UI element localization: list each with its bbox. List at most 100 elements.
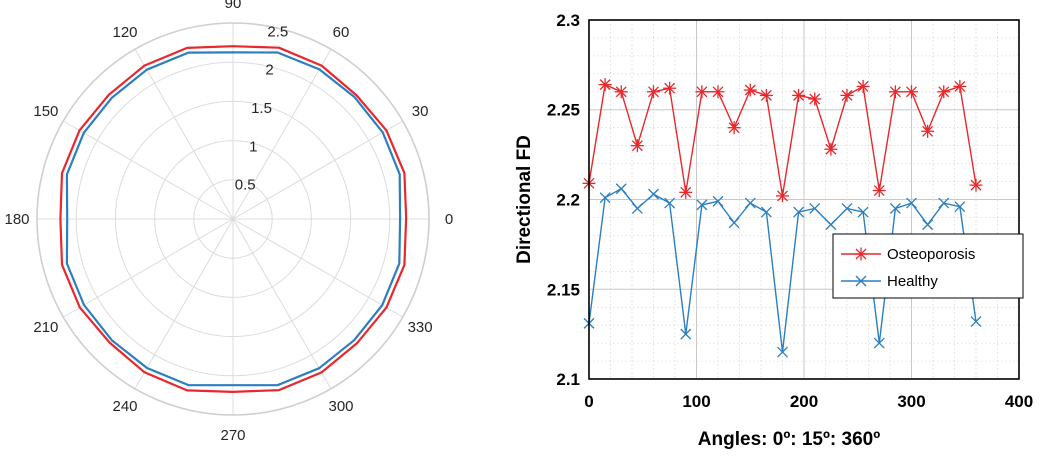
- data-point-osteoporosis: [743, 83, 757, 97]
- data-point-osteoporosis: [663, 81, 677, 95]
- data-point-healthy: [712, 195, 724, 207]
- data-point-osteoporosis: [614, 85, 628, 99]
- polar-angle-tick: 90: [225, 0, 242, 12]
- polar-spoke: [232, 49, 332, 220]
- polar-series-line-1: [59, 45, 408, 393]
- polar-ring: [193, 179, 273, 259]
- polar-spoke: [63, 120, 234, 220]
- data-point-osteoporosis: [921, 124, 935, 138]
- legend-marker: [855, 275, 867, 287]
- polar-angle-tick: 180: [4, 211, 29, 228]
- data-point-healthy: [954, 201, 966, 213]
- polar-spoke: [232, 218, 403, 318]
- cartesian-tick-labels: 0 100 200 300 400 2.1 2.15 2.2 2.25 2.3: [547, 11, 1033, 411]
- data-point-osteoporosis: [792, 88, 806, 102]
- x-tick-label: 0: [584, 392, 593, 411]
- legend-box: [832, 233, 1024, 299]
- data-point-healthy: [664, 197, 676, 209]
- data-point-osteoporosis: [856, 79, 870, 93]
- data-point-osteoporosis: [695, 85, 709, 99]
- data-point-healthy: [938, 197, 950, 209]
- polar-angle-tick: 60: [333, 24, 350, 41]
- polar-tick-labels: 0 30 60 90 120 150 180 210 240 270 300 330 0.5 1 1.5 2 2…: [4, 0, 453, 444]
- data-point-healthy: [906, 197, 917, 209]
- data-point-healthy: [599, 192, 611, 204]
- x-axis-label: Angles: 0º: 15º: 360º: [698, 429, 880, 450]
- polar-angle-tick: 0: [445, 211, 453, 228]
- data-point-healthy: [777, 346, 788, 358]
- polar-spoke: [232, 218, 332, 389]
- plot-frame: [588, 19, 1020, 380]
- legend-marker: [854, 247, 868, 261]
- line-chart: 0 100 200 300 400 2.1 2.15 2.2 2.25 2.3 Angles: 0…: [514, 11, 1033, 450]
- polar-chart: 0 30 60 90 120 150 180 210 240 270 300 330 0.5 1 1.5 2 2…: [4, 0, 453, 444]
- polar-grid: [36, 22, 430, 416]
- data-point-healthy: [615, 183, 627, 195]
- polar-radius-tick: 2: [265, 62, 273, 79]
- polar-ring: [154, 140, 312, 298]
- data-point-osteoporosis: [937, 85, 951, 99]
- polar-radius-tick: 1: [249, 138, 257, 155]
- polar-radius-tick: 1.5: [251, 100, 272, 117]
- legend: Osteoporosis Healthy: [832, 233, 1024, 299]
- data-point-healthy: [970, 316, 982, 328]
- legend-label: Osteoporosis: [887, 246, 975, 263]
- x-tick-label: 200: [790, 392, 818, 411]
- polar-radius-tick: 0.5: [235, 177, 256, 194]
- cartesian-series-markers: [582, 78, 983, 358]
- polar-angle-tick: 240: [112, 398, 137, 415]
- polar-series-lines: [59, 45, 408, 393]
- x-tick-label: 100: [682, 392, 710, 411]
- data-point-osteoporosis: [759, 88, 773, 102]
- polar-series-line-2: [65, 51, 402, 387]
- data-point-healthy: [648, 188, 659, 200]
- data-point-osteoporosis: [905, 85, 918, 99]
- data-point-healthy: [922, 219, 934, 231]
- polar-ring: [114, 100, 352, 338]
- polar-spoke: [63, 218, 234, 318]
- polar-radius-tick: 2.5: [267, 23, 288, 40]
- data-point-healthy: [841, 203, 853, 214]
- data-point-healthy: [696, 199, 708, 211]
- data-point-osteoporosis: [888, 85, 902, 99]
- data-point-osteoporosis: [840, 88, 854, 102]
- x-tick-label: 400: [1005, 392, 1033, 411]
- y-tick-label: 2.1: [556, 370, 580, 389]
- data-point-osteoporosis: [969, 178, 983, 192]
- x-tick-label: 300: [897, 392, 925, 411]
- data-point-healthy: [873, 337, 885, 349]
- data-point-osteoporosis: [679, 185, 693, 199]
- data-point-osteoporosis: [630, 139, 644, 153]
- polar-angle-tick: 120: [112, 24, 137, 41]
- polar-ring: [75, 61, 391, 377]
- data-point-osteoporosis: [824, 142, 838, 156]
- data-point-healthy: [857, 206, 869, 218]
- cartesian-grid: [589, 20, 1019, 379]
- data-point-healthy: [793, 206, 805, 218]
- data-point-healthy: [728, 217, 740, 229]
- polar-spoke: [134, 218, 234, 389]
- y-tick-label: 2.25: [547, 101, 580, 120]
- y-tick-label: 2.3: [556, 11, 580, 30]
- y-tick-label: 2.2: [556, 191, 580, 210]
- polar-angle-tick: 210: [33, 319, 58, 336]
- polar-spoke: [232, 120, 403, 220]
- data-point-healthy: [809, 203, 821, 214]
- data-point-osteoporosis: [953, 79, 967, 93]
- data-point-osteoporosis: [776, 189, 789, 203]
- data-point-osteoporosis: [808, 92, 822, 106]
- polar-angle-tick: 150: [33, 103, 58, 120]
- legend-label: Healthy: [887, 273, 938, 290]
- data-point-osteoporosis: [727, 121, 741, 135]
- polar-angle-tick: 330: [408, 319, 433, 336]
- polar-spoke: [134, 49, 234, 220]
- polar-angle-tick: 270: [220, 427, 245, 444]
- polar-angle-tick: 300: [328, 398, 353, 415]
- data-point-healthy: [889, 203, 901, 214]
- data-point-osteoporosis: [647, 85, 660, 99]
- polar-outer-ring: [36, 22, 430, 416]
- data-point-osteoporosis: [711, 85, 725, 99]
- data-point-healthy: [631, 203, 643, 214]
- data-point-healthy: [825, 219, 837, 231]
